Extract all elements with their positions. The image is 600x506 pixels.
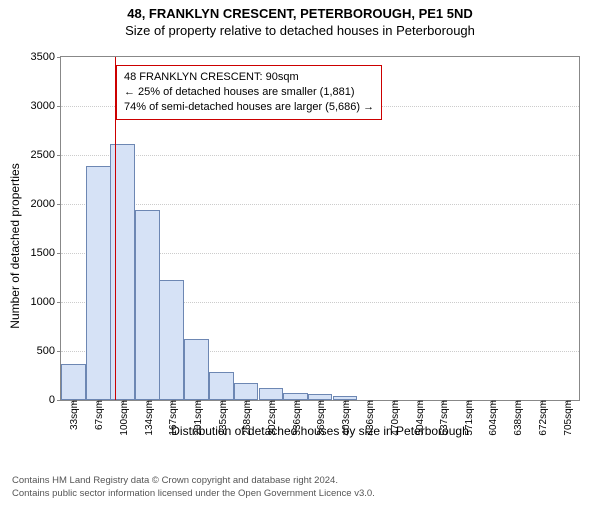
y-tick-mark xyxy=(57,302,61,303)
annotation-line: ← 25% of detached houses are smaller (1,… xyxy=(124,85,374,100)
annotation-line: 74% of semi-detached houses are larger (… xyxy=(124,100,374,115)
bar xyxy=(283,393,308,400)
gridline xyxy=(61,155,579,156)
footer-line: Contains public sector information licen… xyxy=(12,488,588,500)
footer-attribution: Contains HM Land Registry data © Crown c… xyxy=(12,475,588,500)
annotation-line: 48 FRANKLYN CRESCENT: 90sqm xyxy=(124,70,374,85)
annotation-box: 48 FRANKLYN CRESCENT: 90sqm ← 25% of det… xyxy=(116,65,382,120)
bar xyxy=(110,144,135,400)
page-title: 48, FRANKLYN CRESCENT, PETERBOROUGH, PE1… xyxy=(0,6,600,21)
y-tick-mark xyxy=(57,106,61,107)
y-tick-mark xyxy=(57,57,61,58)
bar xyxy=(209,372,234,400)
y-tick-mark xyxy=(57,204,61,205)
y-axis-label: Number of detached properties xyxy=(8,163,22,328)
bar xyxy=(159,280,184,400)
bar xyxy=(61,364,86,400)
bar xyxy=(234,383,259,400)
bar xyxy=(184,339,209,400)
y-tick-mark xyxy=(57,400,61,401)
y-tick-mark xyxy=(57,351,61,352)
bar xyxy=(259,388,284,400)
x-axis-label: Distribution of detached houses by size … xyxy=(60,424,580,438)
bar xyxy=(86,166,111,400)
footer-line: Contains HM Land Registry data © Crown c… xyxy=(12,475,588,487)
page-subtitle: Size of property relative to detached ho… xyxy=(0,23,600,38)
gridline xyxy=(61,204,579,205)
plot-area: 050010001500200025003000350033sqm67sqm10… xyxy=(60,56,580,401)
y-tick-mark xyxy=(57,253,61,254)
y-tick-mark xyxy=(57,155,61,156)
chart: Number of detached properties 0500100015… xyxy=(60,56,580,436)
bar xyxy=(135,210,160,400)
